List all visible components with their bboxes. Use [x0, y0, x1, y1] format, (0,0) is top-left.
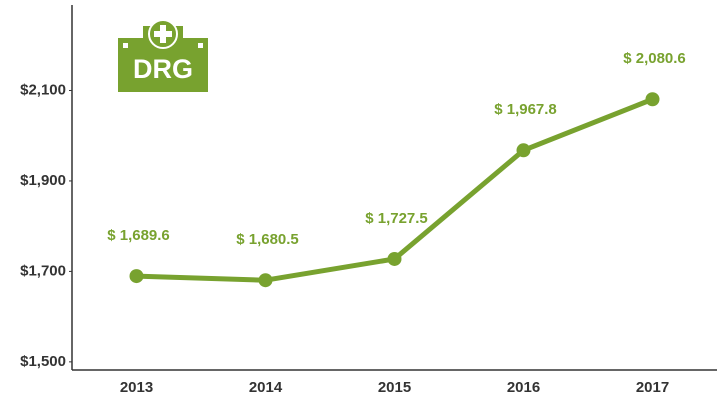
icon-window: [123, 43, 128, 48]
x-tick-label: 2016: [507, 379, 540, 396]
icon-cross: [154, 31, 172, 37]
data-label: $ 1,967.8: [494, 101, 557, 118]
marker: [387, 251, 402, 266]
y-tick-label: $1,700: [20, 262, 66, 279]
marker: [129, 269, 144, 284]
marker: [258, 273, 273, 288]
marker: [645, 92, 660, 107]
drg-icon: DRG: [118, 19, 208, 92]
y-tick-label: $1,900: [20, 172, 66, 189]
icon-label: DRG: [133, 54, 193, 84]
data-label: $ 1,727.5: [365, 210, 428, 227]
icon-base: [118, 88, 208, 92]
x-tick-label: 2017: [636, 379, 669, 396]
x-tick-label: 2014: [249, 379, 283, 396]
marker: [516, 143, 531, 158]
y-tick-label: $1,500: [20, 353, 66, 370]
icon-window: [198, 43, 203, 48]
data-label: $ 1,689.6: [107, 227, 170, 244]
x-tick-label: 2015: [378, 379, 411, 396]
y-tick-label: $2,100: [20, 81, 66, 98]
x-tick-label: 2013: [120, 379, 153, 396]
data-label: $ 1,680.5: [236, 231, 299, 248]
data-label: $ 2,080.6: [623, 50, 686, 67]
